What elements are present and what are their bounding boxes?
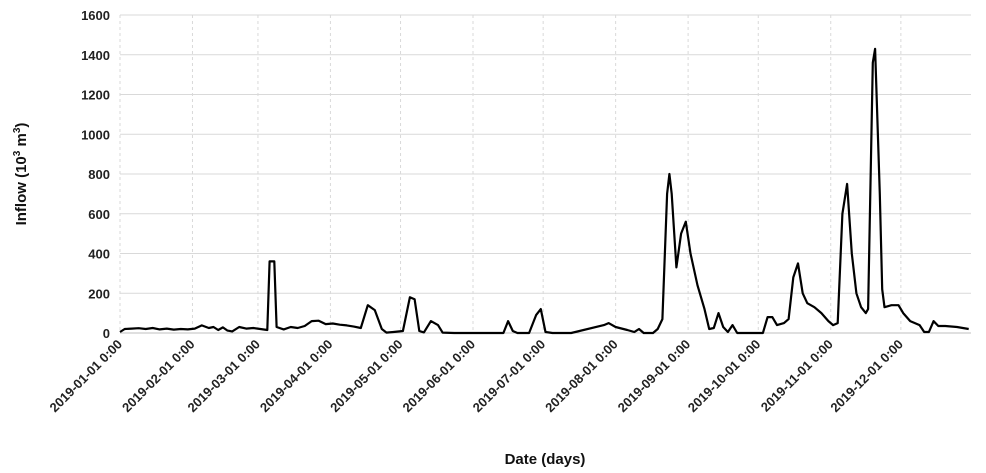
x-axis-title: Date (days) [505, 451, 586, 468]
y-axis-title: Inflow (103 m3) [12, 123, 30, 226]
y-tick-label: 1400 [81, 48, 110, 63]
x-tick-label: 2019-06-01 0:00 [400, 337, 479, 416]
x-tick-label: 2019-07-01 0:00 [470, 337, 549, 416]
series-line-1 [119, 47, 969, 335]
y-tick-label: 1600 [81, 8, 110, 23]
x-tick-label: 2019-04-01 0:00 [257, 337, 336, 416]
x-tick-label: 2019-05-01 0:00 [327, 337, 406, 416]
y-tick-label: 400 [88, 247, 110, 262]
x-tick-label: 2019-01-01 0:00 [47, 337, 126, 416]
y-tick-label: 1000 [81, 127, 110, 142]
y-tick-label: 600 [88, 207, 110, 222]
y-axis-title-mid: m [13, 133, 30, 151]
series-layer [119, 47, 969, 335]
y-axis-title-main: Inflow (10 [13, 156, 30, 225]
y-axis-title-exp: 3 [12, 150, 23, 156]
y-axis-title-exp2: 3 [12, 127, 23, 133]
x-tick-label: 2019-10-01 0:00 [685, 337, 764, 416]
y-tick-label: 200 [88, 286, 110, 301]
y-axis-title-end: ) [13, 123, 30, 128]
grid-lines [119, 14, 971, 334]
y-tick-labels: 0 200 400 600 800 1000 1200 1400 1600 [81, 8, 110, 341]
x-tick-label: 2019-09-01 0:00 [615, 337, 694, 416]
y-tick-label: 800 [88, 167, 110, 182]
x-tick-label: 2019-11-01 0:00 [758, 337, 836, 415]
y-tick-label: 1200 [81, 88, 110, 103]
y-tick-label: 0 [103, 326, 110, 341]
x-tick-label: 2019-08-01 0:00 [542, 337, 621, 416]
x-tick-label: 2019-12-01 0:00 [827, 337, 906, 416]
